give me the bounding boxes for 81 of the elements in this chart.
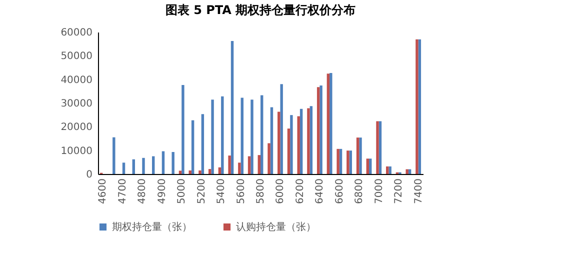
x-tick-label: 7200 (394, 178, 405, 204)
bar (172, 152, 174, 174)
y-tick-label: 20000 (60, 122, 92, 134)
bar (316, 87, 320, 174)
bar (198, 170, 202, 174)
x-tick-label: 4700 (117, 178, 128, 204)
bar (178, 170, 182, 174)
bar (297, 116, 300, 174)
bar (418, 39, 422, 174)
bar (330, 72, 332, 174)
x-tick-label: 4800 (137, 178, 148, 204)
chart-title: 图表 5 PTA 期权持仓量行权价分布 (165, 3, 356, 17)
bar (349, 150, 352, 174)
bar (386, 166, 389, 174)
bar (366, 158, 369, 174)
bar (132, 159, 135, 174)
bar (142, 158, 145, 174)
y-tick-label: 60000 (60, 28, 92, 38)
bar (211, 100, 214, 174)
bar (270, 107, 274, 174)
bar (268, 143, 270, 174)
bar (230, 40, 234, 174)
bar (416, 39, 418, 174)
x-tick-label: 5400 (216, 178, 228, 204)
bar (346, 150, 350, 174)
x-tick-label: 5800 (256, 178, 266, 204)
bar (112, 137, 116, 174)
legend-label: 期权持仓量（张） (112, 221, 192, 233)
x-tick-label: 6000 (275, 178, 286, 204)
bar (369, 158, 372, 174)
bar (238, 162, 241, 174)
bar (359, 138, 362, 174)
x-tick-label: 5600 (236, 178, 247, 204)
x-tick-label: 4900 (156, 178, 168, 204)
bar (240, 98, 244, 174)
bar (307, 108, 310, 174)
bar (278, 112, 280, 174)
bar (152, 156, 155, 174)
bar (320, 85, 322, 174)
bar (248, 156, 251, 174)
bar (356, 138, 360, 174)
bar (378, 121, 382, 174)
bar (218, 167, 222, 174)
x-tick-label: 6800 (354, 178, 366, 204)
bar (188, 170, 192, 174)
bar (310, 106, 313, 174)
x-tick-label: 6400 (314, 178, 326, 204)
bar (339, 148, 342, 174)
bar (290, 115, 293, 174)
bar (258, 155, 260, 174)
bar (280, 84, 283, 174)
bar (201, 114, 204, 174)
x-tick-label: 6200 (294, 178, 306, 204)
legend-label: 认购持仓量（张） (236, 221, 316, 233)
bar (191, 120, 194, 174)
y-tick-label: 40000 (60, 74, 92, 86)
y-tick-label: 50000 (60, 51, 92, 62)
x-tick-label: 6600 (334, 178, 346, 204)
bar (260, 95, 264, 174)
y-tick-label: 30000 (60, 98, 92, 110)
bar (162, 151, 165, 174)
bar (250, 100, 254, 174)
x-tick-label: 4600 (98, 178, 109, 204)
bar (182, 85, 184, 174)
bar (376, 121, 379, 174)
x-tick-label: 7000 (374, 178, 385, 204)
bar (388, 166, 392, 174)
x-tick-label: 5000 (176, 178, 188, 204)
bar (406, 169, 408, 174)
bar (300, 108, 303, 174)
bar (287, 128, 290, 174)
bar (221, 96, 224, 174)
bar (208, 169, 212, 174)
x-tick-label: 7400 (413, 178, 424, 204)
bar (336, 148, 340, 174)
y-tick-label: 10000 (60, 146, 92, 157)
bar (122, 162, 126, 174)
bar (326, 74, 330, 174)
bar (228, 156, 231, 174)
y-tick-label: 0 (86, 170, 92, 180)
x-tick-label: 5200 (196, 178, 208, 204)
